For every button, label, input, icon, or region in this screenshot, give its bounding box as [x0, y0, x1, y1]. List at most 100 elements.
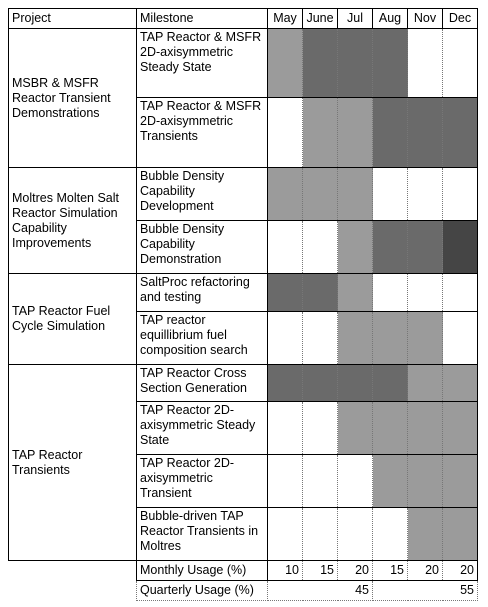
usage-cell: [267, 167, 303, 221]
monthly-usage-value: 15: [372, 560, 408, 581]
usage-cell: [337, 311, 373, 365]
month-header-dec: Dec: [442, 8, 478, 29]
usage-cell: [302, 28, 338, 98]
monthly-usage-value: 20: [407, 560, 443, 581]
usage-cell: [407, 273, 443, 312]
usage-cell: [372, 507, 408, 561]
usage-cell: [267, 401, 303, 455]
quarterly-usage-value: 55: [372, 580, 478, 601]
usage-cell: [407, 97, 443, 168]
usage-cell: [267, 364, 303, 402]
header-row: Project Milestone May June Jul Aug Nov D…: [8, 8, 478, 29]
usage-cell: [267, 507, 303, 561]
project-name: TAP Reactor Fuel Cycle Simulation: [8, 273, 137, 365]
monthly-usage-value: 20: [442, 560, 478, 581]
usage-cell: [302, 311, 338, 365]
usage-cell: [337, 97, 373, 168]
usage-cell: [442, 273, 478, 312]
usage-cell: [442, 220, 478, 274]
schedule-body: Project Milestone May June Jul Aug Nov D…: [8, 8, 478, 601]
usage-cell: [337, 454, 373, 508]
usage-cell: [372, 454, 408, 508]
usage-cell: [337, 364, 373, 402]
usage-cell: [337, 273, 373, 312]
quarterly-usage-label: Quarterly Usage (%): [136, 580, 268, 601]
milestone-name: TAP Reactor & MSFR 2D-axisymmetric Stead…: [136, 28, 268, 98]
month-header-aug: Aug: [372, 8, 408, 29]
milestone-name: TAP reactor equillibrium fuel compositio…: [136, 311, 268, 365]
project-name: MSBR & MSFR Reactor Transient Demonstrat…: [8, 28, 137, 168]
usage-cell: [372, 311, 408, 365]
usage-cell: [372, 364, 408, 402]
usage-cell: [302, 507, 338, 561]
milestone-name: TAP Reactor 2D-axisymmetric Transient: [136, 454, 268, 508]
usage-cell: [267, 220, 303, 274]
usage-cell: [372, 97, 408, 168]
usage-cell: [302, 167, 338, 221]
usage-cell: [267, 97, 303, 168]
usage-cell: [442, 507, 478, 561]
milestone-row: TAP Reactor Transients TAP Reactor Cross…: [8, 364, 478, 561]
usage-cell: [302, 220, 338, 274]
usage-cell: [407, 401, 443, 455]
usage-cell: [337, 28, 373, 98]
usage-cell: [337, 401, 373, 455]
usage-cell: [372, 220, 408, 274]
monthly-usage-row: Monthly Usage (%) 10 15 20 15 20 20: [9, 560, 478, 581]
month-header-nov: Nov: [407, 8, 443, 29]
project-column-header: Project: [8, 8, 137, 29]
monthly-usage-value: 20: [337, 560, 373, 581]
project-name: Moltres Molten Salt Reactor Simulation C…: [8, 167, 137, 274]
month-header-jul: Jul: [337, 8, 373, 29]
milestone-name: SaltProc refactoring and testing: [136, 273, 268, 312]
empty-cell: [9, 561, 137, 581]
usage-cell: [442, 167, 478, 221]
usage-cell: [337, 167, 373, 221]
milestone-row: TAP Reactor 2D-axisymmetric Steady State: [9, 401, 478, 455]
usage-cell: [407, 167, 443, 221]
milestone-name: TAP Reactor 2D-axisymmetric Steady State: [136, 401, 268, 455]
usage-cell: [372, 28, 408, 98]
usage-cell: [267, 454, 303, 508]
monthly-usage-value: 15: [302, 560, 338, 581]
milestone-row: Bubble Density Capability Demonstration: [9, 220, 478, 274]
usage-cell: [302, 97, 338, 168]
milestone-name: Bubble Density Capability Development: [136, 167, 268, 221]
milestone-name: TAP Reactor Cross Section Generation: [136, 364, 268, 402]
milestone-name: TAP Reactor & MSFR 2D-axisymmetric Trans…: [136, 97, 268, 168]
usage-cell: [372, 401, 408, 455]
usage-cell: [442, 364, 478, 402]
project-schedule-table: Project Milestone May June Jul Aug Nov D…: [8, 8, 478, 601]
usage-cell: [407, 454, 443, 508]
milestone-row: TAP reactor equillibrium fuel compositio…: [9, 311, 478, 365]
milestone-row: Moltres Molten Salt Reactor Simulation C…: [8, 167, 478, 274]
quarterly-usage-value: 45: [267, 580, 373, 601]
monthly-usage-label: Monthly Usage (%): [136, 560, 268, 581]
usage-cell: [337, 507, 373, 561]
usage-cell: [267, 311, 303, 365]
month-header-june: June: [302, 8, 338, 29]
monthly-usage-value: 10: [267, 560, 303, 581]
usage-cell: [407, 28, 443, 98]
usage-cell: [267, 28, 303, 98]
month-header-may: May: [267, 8, 303, 29]
usage-cell: [407, 507, 443, 561]
milestone-row: TAP Reactor 2D-axisymmetric Transient: [9, 454, 478, 508]
milestone-name: Bubble Density Capability Demonstration: [136, 220, 268, 274]
usage-cell: [407, 311, 443, 365]
milestone-row: TAP Reactor Fuel Cycle Simulation SaltPr…: [8, 273, 478, 365]
milestone-row: MSBR & MSFR Reactor Transient Demonstrat…: [8, 28, 478, 168]
quarterly-usage-row: Quarterly Usage (%) 45 55: [9, 580, 478, 601]
usage-cell: [267, 273, 303, 312]
usage-cell: [442, 311, 478, 365]
usage-cell: [302, 454, 338, 508]
usage-cell: [302, 273, 338, 312]
usage-cell: [302, 364, 338, 402]
usage-cell: [407, 364, 443, 402]
milestone-row: TAP Reactor & MSFR 2D-axisymmetric Trans…: [9, 97, 478, 168]
milestone-column-header: Milestone: [136, 8, 268, 29]
usage-cell: [442, 454, 478, 508]
usage-cell: [442, 28, 478, 98]
usage-cell: [407, 220, 443, 274]
project-name: TAP Reactor Transients: [8, 364, 137, 561]
